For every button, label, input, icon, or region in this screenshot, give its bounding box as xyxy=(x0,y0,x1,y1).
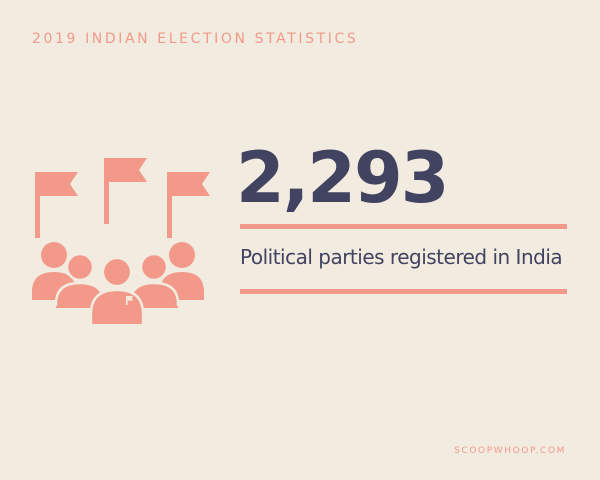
stat-value: 2,293 xyxy=(236,137,449,219)
source-credit: SCOOPWHOOP.COM xyxy=(454,446,566,456)
flag-icon xyxy=(35,172,78,238)
flag-icon xyxy=(167,172,210,238)
divider-bottom xyxy=(240,289,567,294)
divider-top xyxy=(240,224,567,229)
badge-flag-icon xyxy=(126,296,133,305)
page-title: 2019 INDIAN ELECTION STATISTICS xyxy=(32,31,359,47)
crowd-with-flags-icon xyxy=(32,158,210,324)
stat-caption: Political parties registered in India xyxy=(240,245,563,269)
flag-icon xyxy=(104,158,147,224)
